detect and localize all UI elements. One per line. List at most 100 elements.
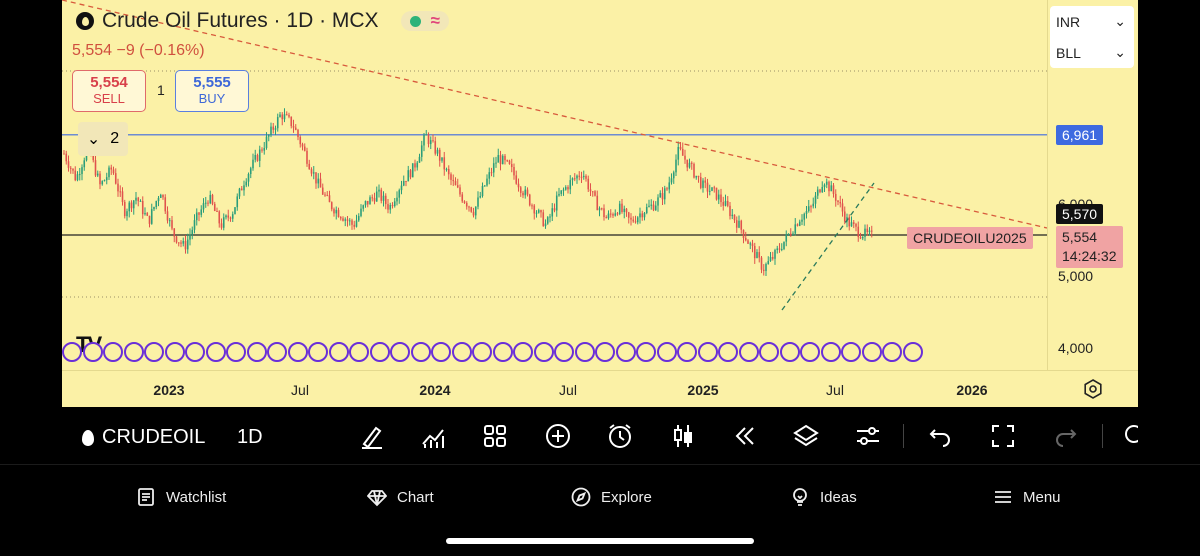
candle-body [324,194,326,196]
trendline-ascending [781,182,875,311]
add-icon[interactable] [544,422,572,450]
symbol-selector[interactable]: CRUDEOIL [82,426,205,449]
candle-body [515,175,518,184]
event-marker[interactable] [451,342,472,362]
chart-title[interactable]: Crude Oil Futures · 1D · MCX [102,9,379,32]
candle-body [213,203,216,212]
candle-body [794,224,797,234]
candle-body [668,182,671,190]
settings-sliders-icon[interactable] [854,422,882,450]
event-marker[interactable] [492,342,513,362]
candle-body [162,194,164,198]
candle-body [837,200,839,203]
event-marker[interactable] [513,342,533,362]
horizontal-line-price-tag[interactable]: 6,961 [1056,125,1104,145]
nav-ideas[interactable]: Ideas [790,487,857,507]
event-marker[interactable] [144,342,164,362]
event-marker[interactable] [554,342,574,362]
event-marker[interactable] [533,342,554,362]
layouts-icon[interactable] [481,422,509,450]
indicators-icon[interactable] [419,422,447,450]
candle-body [470,207,473,212]
time-axis[interactable]: 2023 Jul 2024 Jul 2025 Jul 2026 [62,370,1138,407]
event-marker[interactable] [820,342,841,362]
nav-explore[interactable]: Explore [571,487,652,507]
event-marker[interactable] [267,342,287,362]
event-marker[interactable] [882,342,902,362]
event-marker[interactable] [205,342,226,362]
candle-body [639,213,641,218]
market-status-pill[interactable]: ≈ [400,11,449,31]
ideas-icon[interactable] [1120,422,1138,450]
event-marker[interactable] [615,342,636,362]
redo-icon[interactable] [1052,422,1080,450]
event-marker[interactable] [369,342,390,362]
sell-button[interactable]: 5,554 SELL [72,70,146,112]
event-marker[interactable] [779,342,800,362]
candle-body [526,189,529,195]
candlestick-icon[interactable] [669,422,697,450]
chart-toolbar[interactable]: CRUDEOIL 1D [62,407,1138,464]
undo-icon[interactable] [926,422,954,450]
event-marker[interactable] [574,342,595,362]
event-marker[interactable] [697,342,718,362]
event-marker[interactable] [226,342,246,362]
candle-body [587,178,590,190]
unit-value: BLL [1056,44,1081,61]
unit-select[interactable]: BLL ⌄ [1050,37,1134,68]
candle-body [785,234,788,242]
event-marker[interactable] [636,342,656,362]
event-marker[interactable] [841,342,861,362]
candle-body [202,203,205,210]
event-marker[interactable] [861,342,882,362]
event-marker[interactable] [328,342,349,362]
candle-body [328,195,331,203]
event-marker[interactable] [656,342,677,362]
event-marker[interactable] [123,342,144,362]
candle-body [294,127,297,130]
event-marker[interactable] [431,342,451,362]
event-marker[interactable] [677,342,697,362]
event-marker[interactable] [390,342,410,362]
event-marker[interactable] [595,342,615,362]
candle-body [848,217,851,227]
event-marker[interactable] [759,342,779,362]
candle-body [155,201,158,207]
event-marker[interactable] [164,342,185,362]
event-marker[interactable] [472,342,492,362]
price-change: 5,554 −9 (−0.16%) [72,42,205,59]
settings-gear-icon[interactable] [1083,379,1103,399]
candle-body [393,201,396,207]
buy-button[interactable]: 5,555 BUY [175,70,249,112]
event-marker[interactable] [246,342,267,362]
nav-chart[interactable]: Chart [367,487,434,507]
event-marker[interactable] [718,342,738,362]
fullscreen-icon[interactable] [989,422,1017,450]
event-marker[interactable] [185,342,205,362]
replay-icon[interactable] [730,422,758,450]
collapse-indicators-button[interactable]: ⌄ 2 [78,122,128,156]
alert-clock-icon[interactable] [606,422,634,450]
drawing-tools-icon[interactable] [358,422,386,450]
event-marker[interactable] [62,342,82,362]
event-marker[interactable] [800,342,820,362]
events-strip[interactable] [62,342,1002,366]
title-row[interactable]: Crude Oil Futures · 1D · MCX ≈ [76,9,449,33]
event-marker[interactable] [308,342,328,362]
event-marker[interactable] [287,342,308,362]
interval-selector[interactable]: 1D [237,426,263,448]
nav-watchlist[interactable]: Watchlist [136,487,226,507]
event-marker[interactable] [103,342,123,362]
candle-body [319,178,322,188]
currency-select[interactable]: INR ⌄ [1050,6,1134,37]
event-marker[interactable] [738,342,759,362]
event-marker[interactable] [82,342,103,362]
layers-icon[interactable] [792,422,820,450]
event-marker[interactable] [902,342,923,362]
event-marker[interactable] [349,342,369,362]
nav-menu[interactable]: Menu [993,487,1061,507]
event-marker[interactable] [410,342,431,362]
chart-area[interactable]: Crude Oil Futures · 1D · MCX ≈ 5,554 −9 … [62,0,1138,407]
price-chart[interactable] [62,0,1138,407]
unit-selectors[interactable]: INR ⌄ BLL ⌄ [1050,6,1134,68]
